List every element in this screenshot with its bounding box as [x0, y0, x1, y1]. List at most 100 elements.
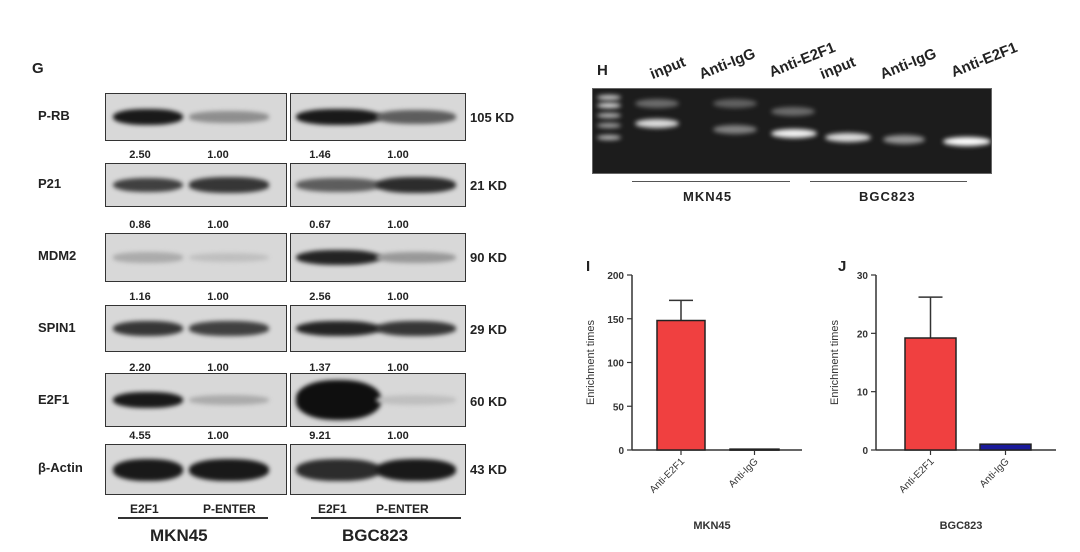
quantification-value: 1.16: [129, 291, 151, 303]
cell-line-label-bgc823: BGC823: [342, 526, 409, 545]
blot-row-label: P-RB: [38, 108, 70, 123]
quantification-value: 1.00: [387, 430, 409, 442]
x-axis-label: BGC823: [940, 520, 983, 532]
quantification-value: 2.56: [309, 291, 331, 303]
dna-band: [943, 137, 991, 146]
x-tick-label: Anti-IgG: [727, 456, 761, 490]
gel-cell-label-bgc823: BGC823: [859, 189, 916, 204]
bgc823-underline: [311, 517, 461, 519]
blot-strip: [290, 305, 466, 352]
quantification-value: 2.20: [129, 362, 151, 374]
blot-strip: [290, 444, 466, 495]
protein-band: [376, 252, 456, 263]
protein-band: [296, 249, 381, 266]
chip-gel-image: [592, 88, 992, 174]
protein-band: [296, 320, 381, 337]
y-tick-label: 20: [857, 329, 869, 340]
protein-band: [189, 394, 269, 406]
protein-band: [296, 108, 381, 126]
blot-row-label: E2F1: [38, 392, 70, 407]
dna-band: [635, 99, 679, 108]
panel-g-label: G: [32, 60, 44, 77]
dna-band: [713, 125, 757, 134]
ladder-band: [597, 123, 621, 128]
y-tick-label: 10: [857, 388, 869, 399]
bgc823-underline: [810, 181, 967, 182]
x-tick-label: Anti-E2F1: [648, 456, 688, 496]
y-axis-label: Enrichment times: [829, 320, 841, 405]
ladder-band: [597, 103, 621, 108]
protein-band: [189, 458, 269, 481]
molecular-weight-label: 43 KD: [470, 462, 507, 477]
blot-strip: [105, 305, 287, 352]
protein-band: [376, 177, 456, 193]
mkn45-underline: [632, 181, 790, 182]
quantification-value: 1.46: [309, 149, 331, 161]
dna-band: [771, 129, 817, 138]
protein-band: [113, 391, 183, 409]
blot-strip: [290, 93, 466, 141]
ladder-band: [597, 113, 621, 118]
quantification-value: 2.50: [129, 149, 151, 161]
blot-strip: [105, 373, 287, 427]
molecular-weight-label: 21 KD: [470, 178, 507, 193]
bar-anti-e2f1: [656, 319, 706, 451]
protein-band: [189, 111, 269, 123]
quantification-value: 0.86: [129, 219, 151, 231]
protein-band: [189, 321, 269, 336]
lane-label: E2F1: [318, 502, 347, 516]
blot-row-label: β-Actin: [38, 460, 83, 475]
lane-label: P-ENTER: [376, 502, 429, 516]
blot-strip: [290, 163, 466, 207]
blot-strip: [105, 163, 287, 207]
dna-band: [771, 107, 815, 116]
blot-strip: [105, 93, 287, 141]
ladder-band: [597, 135, 621, 140]
protein-band: [296, 458, 381, 481]
blot-strip: [290, 233, 466, 282]
bar-anti-igg: [979, 443, 1032, 451]
y-tick-label: 200: [607, 271, 624, 282]
blot-row-label: MDM2: [38, 248, 77, 263]
quantification-value: 9.21: [309, 430, 331, 442]
molecular-weight-label: 29 KD: [470, 322, 507, 337]
quantification-value: 4.55: [129, 430, 151, 442]
blot-strip: [105, 444, 287, 495]
protein-band: [296, 178, 381, 192]
panel-i-label: I: [586, 258, 591, 275]
quantification-value: 0.67: [309, 219, 331, 231]
quantification-value: 1.00: [207, 362, 229, 374]
x-tick-label: Anti-E2F1: [897, 456, 937, 496]
panel-j-label: J: [838, 258, 847, 275]
y-tick-label: 0: [618, 446, 624, 457]
quantification-value: 1.00: [387, 362, 409, 374]
protein-band: [189, 177, 269, 193]
y-tick-label: 150: [607, 315, 624, 326]
protein-band: [296, 380, 381, 420]
y-tick-label: 100: [607, 359, 624, 370]
protein-band: [376, 395, 456, 405]
x-tick-label: Anti-IgG: [978, 456, 1012, 490]
quantification-value: 1.00: [207, 149, 229, 161]
dna-band: [883, 135, 925, 144]
blot-strip: [105, 233, 287, 282]
cell-line-label-mkn45: MKN45: [150, 526, 208, 545]
protein-band: [376, 458, 456, 481]
dna-band: [635, 119, 679, 128]
quantification-value: 1.37: [309, 362, 331, 374]
molecular-weight-label: 105 KD: [470, 110, 515, 125]
mkn45-underline: [118, 517, 268, 519]
protein-band: [189, 252, 269, 263]
bar-anti-e2f1: [904, 337, 957, 451]
quantification-value: 1.00: [387, 149, 409, 161]
molecular-weight-label: 60 KD: [470, 394, 507, 409]
y-tick-label: 30: [857, 271, 869, 282]
protein-band: [113, 320, 183, 337]
ladder-band: [597, 95, 621, 100]
protein-band: [113, 108, 183, 126]
gel-cell-label-mkn45: MKN45: [683, 189, 733, 204]
panel-h-label: H: [597, 62, 608, 79]
quantification-value: 1.00: [387, 219, 409, 231]
protein-band: [376, 320, 456, 337]
